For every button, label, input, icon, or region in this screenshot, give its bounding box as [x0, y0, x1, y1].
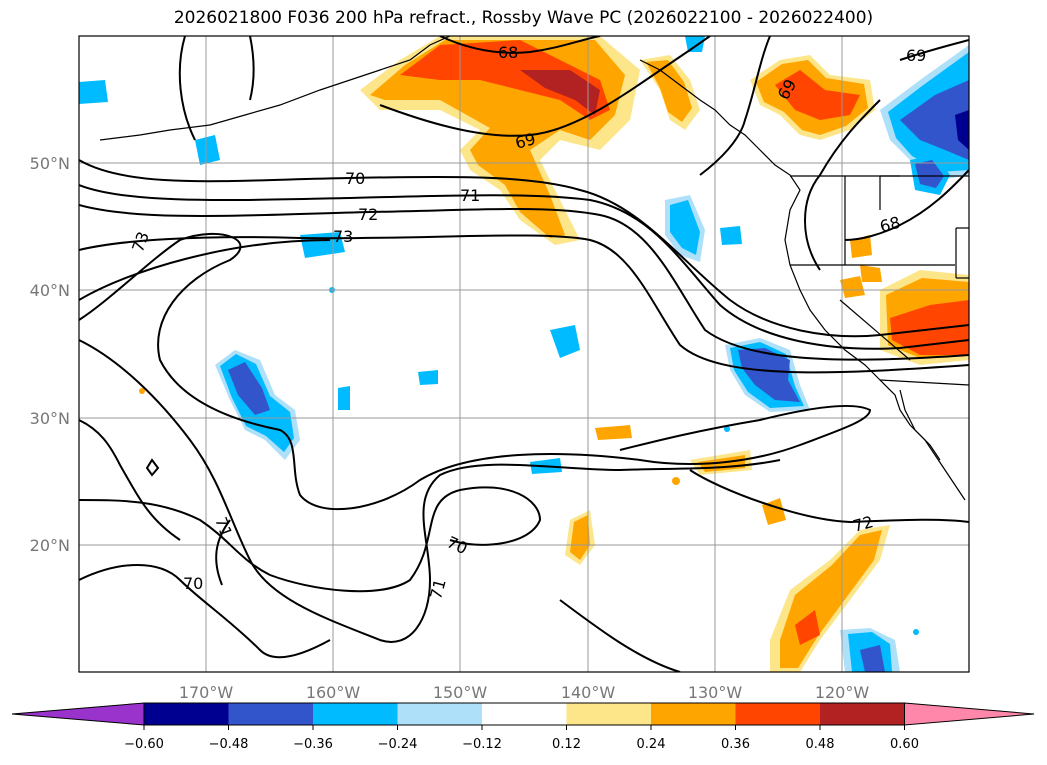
negative-anomaly-shading — [79, 36, 969, 672]
contour-label-69-gulf: 69 — [513, 129, 538, 153]
colorbar-swatch-9 — [820, 703, 905, 725]
contour-label-70-west: 70 — [183, 574, 203, 593]
contour-label-72-north: 72 — [358, 205, 378, 224]
colorbar-swatch-7 — [651, 703, 736, 725]
colorbar-ticks — [143, 725, 905, 730]
colorbar-label-3: −0.36 — [293, 737, 333, 752]
colorbar-label-8: 0.36 — [721, 737, 750, 752]
map-plot-area: 68 69 69 69 68 70 71 72 73 73 71 70 71 7… — [79, 36, 969, 672]
lon-label-170w: 170°W — [179, 683, 234, 702]
colorbar-swatch-5 — [482, 703, 567, 725]
colorbar-swatch-1 — [144, 703, 229, 725]
contour-label-71-south: 71 — [426, 577, 450, 602]
lat-label-50n: 50°N — [30, 154, 70, 173]
map-title: 2026021800 F036 200 hPa refract., Rossby… — [173, 8, 874, 28]
colorbar-label-5: −0.12 — [462, 737, 502, 752]
map-frame — [78, 35, 970, 673]
colorbar-swatch-2 — [228, 703, 313, 725]
contour-label-69-ne: 69 — [906, 46, 926, 65]
lon-label-150w: 150°W — [433, 683, 488, 702]
lat-label-20n: 20°N — [30, 536, 70, 555]
colorbar-extend-max — [904, 702, 1035, 726]
colorbar-label-2: −0.48 — [209, 737, 249, 752]
lon-label-140w: 140°W — [561, 683, 616, 702]
latitude-axis-labels: 50°N 40°N 30°N 20°N — [30, 154, 70, 555]
contour-label-72-south: 72 — [851, 512, 876, 536]
colorbar-label-7: 0.24 — [637, 737, 666, 752]
lon-label-130w: 130°W — [688, 683, 743, 702]
lat-label-40n: 40°N — [30, 281, 70, 300]
contour-label-73-mid: 73 — [333, 227, 353, 246]
colorbar-extend-min — [11, 702, 145, 726]
lat-label-30n: 30°N — [30, 409, 70, 428]
contour-label-68-west-us: 68 — [878, 213, 903, 237]
colorbar-label-9: 0.48 — [806, 737, 835, 752]
colorbar: −0.60 −0.48 −0.36 −0.24 −0.12 0.12 0.24 … — [11, 702, 1035, 752]
contour-lines — [79, 36, 969, 672]
colorbar-label-6: 0.12 — [552, 737, 581, 752]
colorbar-label-10: 0.60 — [890, 737, 919, 752]
lon-label-160w: 160°W — [306, 683, 361, 702]
contour-label-71-north: 71 — [460, 186, 480, 205]
colorbar-label-4: −0.24 — [378, 737, 418, 752]
lon-label-120w: 120°W — [815, 683, 870, 702]
contour-label-70-north: 70 — [345, 169, 365, 188]
colorbar-swatch-4 — [397, 703, 482, 725]
colorbar-swatch-6 — [566, 703, 651, 725]
colorbar-label-1: −0.60 — [124, 737, 164, 752]
contour-label-68-north: 68 — [498, 43, 518, 62]
colorbar-frame — [143, 702, 905, 726]
longitude-axis-labels: 170°W 160°W 150°W 140°W 130°W 120°W — [179, 683, 870, 702]
colorbar-swatch-3 — [313, 703, 398, 725]
colorbar-swatch-8 — [735, 703, 820, 725]
